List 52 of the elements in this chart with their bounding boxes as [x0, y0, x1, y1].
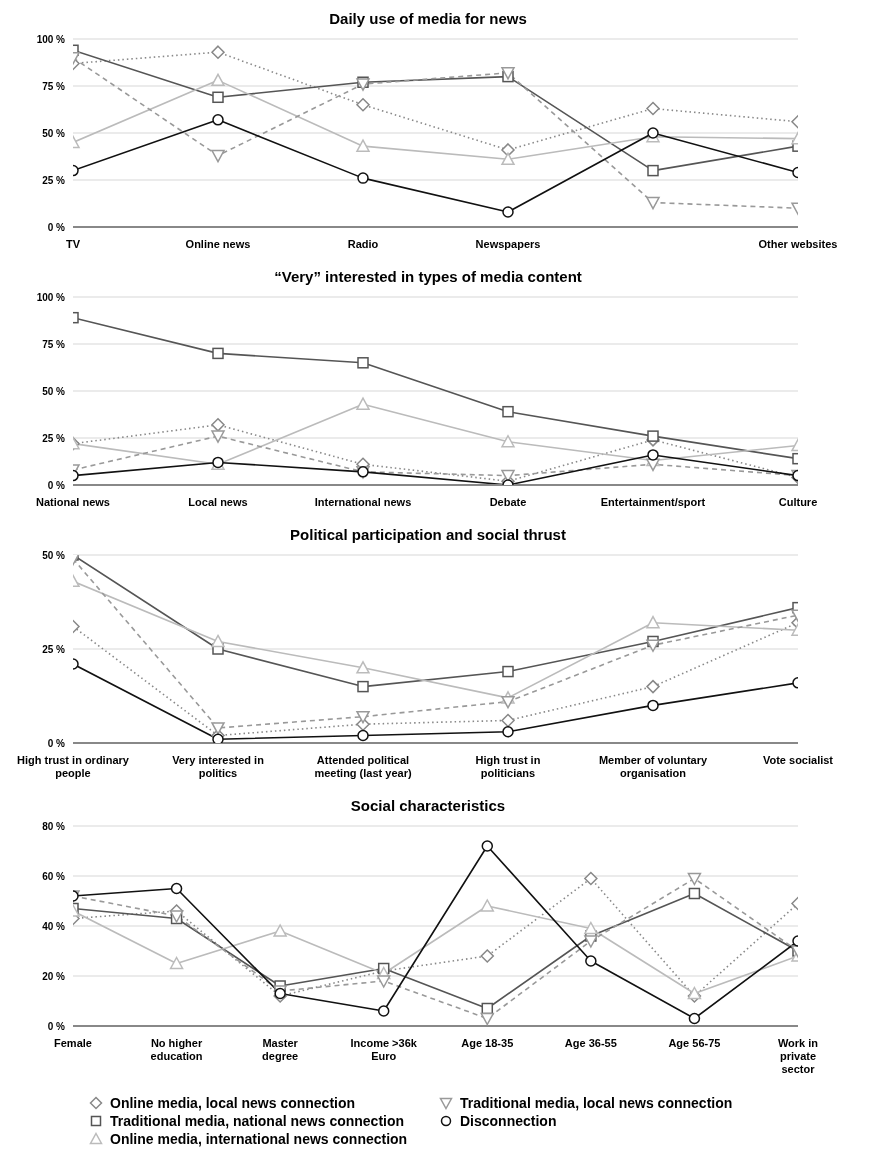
x-tick-label: Entertainment/sport: [600, 496, 706, 508]
x-tick-label: Age 56-75: [668, 1037, 721, 1049]
y-tick-label: 25 %: [42, 174, 66, 186]
x-tick-label: Local news: [188, 496, 248, 508]
y-tick-label: 50 %: [42, 549, 66, 561]
y-tick-label: 100 %: [36, 33, 66, 45]
y-tick-label: 20 %: [42, 970, 66, 982]
chart-title: Daily use of media for news: [328, 10, 528, 27]
y-tick-label: 0 %: [47, 737, 66, 749]
legend-label: Online media, international news connection: [110, 1131, 408, 1147]
legend-label: Traditional media, local news connection: [460, 1095, 733, 1111]
x-tick-label: International news: [314, 496, 412, 508]
x-tick-label: High trust in ordinary people: [17, 754, 130, 779]
x-tick-label: High trust in politicians: [475, 754, 541, 779]
x-tick-label: Vote socialist: [762, 754, 834, 766]
legend-label: Online media, local news connection: [110, 1095, 356, 1111]
y-tick-label: 25 %: [42, 643, 66, 655]
y-tick-label: 80 %: [42, 820, 66, 832]
y-tick-label: 0 %: [47, 1020, 66, 1032]
x-tick-label: Attended political meeting (last year): [314, 754, 412, 779]
x-tick-label: Age 18-35: [461, 1037, 514, 1049]
y-tick-label: 25 %: [42, 432, 66, 444]
y-tick-label: 50 %: [42, 127, 66, 139]
y-tick-label: 75 %: [42, 80, 66, 92]
x-tick-label: Newspapers: [475, 238, 541, 250]
x-tick-label: National news: [36, 496, 110, 508]
x-tick-label: Female: [54, 1037, 92, 1049]
y-tick-label: 0 %: [47, 479, 66, 491]
x-tick-label: Other websites: [758, 238, 838, 250]
chart-title: Political participation and social thrust: [289, 526, 567, 543]
y-tick-label: 75 %: [42, 338, 66, 350]
y-tick-label: 40 %: [42, 920, 66, 932]
chart-title: “Very” interested in types of media content: [273, 268, 583, 285]
x-tick-label: TV: [65, 238, 81, 250]
y-tick-label: 50 %: [42, 385, 66, 397]
legend-label: Disconnection: [460, 1113, 557, 1129]
chart-title: Social characteristics: [349, 797, 507, 814]
x-tick-label: Work in private sector: [777, 1037, 819, 1075]
legend-label: Traditional media, national news connection: [110, 1113, 405, 1129]
x-tick-label: Age 36-55: [564, 1037, 617, 1049]
x-tick-label: Very interested in politics: [172, 754, 265, 779]
x-tick-label: Online news: [185, 238, 251, 250]
x-tick-label: Member of voluntary organisation: [598, 754, 708, 779]
y-tick-label: 60 %: [42, 870, 66, 882]
x-tick-label: Income >36k Euro: [350, 1037, 418, 1062]
y-tick-label: 100 %: [36, 291, 66, 303]
y-tick-label: 0 %: [47, 221, 66, 233]
x-tick-label: No higher education: [150, 1037, 203, 1062]
x-tick-label: Culture: [778, 496, 818, 508]
x-tick-label: Debate: [489, 496, 527, 508]
x-tick-label: Master degree: [262, 1037, 299, 1062]
x-tick-label: Radio: [347, 238, 379, 250]
